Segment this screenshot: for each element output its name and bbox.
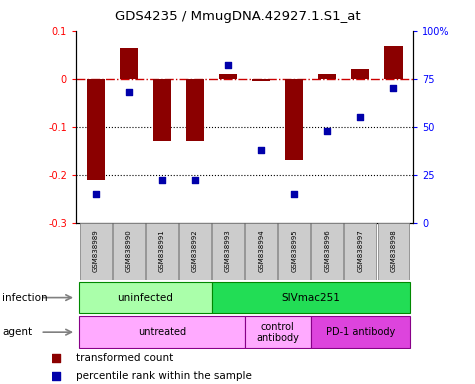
FancyBboxPatch shape (311, 316, 410, 348)
Bar (219, 74, 237, 79)
Point (125, 89, 133, 95)
FancyBboxPatch shape (278, 223, 310, 280)
Text: control
antibody: control antibody (256, 322, 299, 343)
Point (390, 85, 397, 91)
Bar (120, 48, 138, 79)
Text: GSM838992: GSM838992 (192, 229, 198, 272)
Point (290, 191, 298, 197)
Point (158, 177, 166, 184)
Bar (285, 79, 304, 161)
Bar (87, 79, 105, 180)
Point (262, 295, 269, 301)
FancyBboxPatch shape (113, 223, 145, 280)
Bar (351, 69, 370, 79)
Text: PD-1 antibody: PD-1 antibody (326, 327, 395, 337)
Point (191, 177, 199, 184)
Bar (186, 79, 204, 141)
Text: GSM838994: GSM838994 (258, 229, 264, 272)
Text: infection: infection (2, 293, 48, 303)
FancyBboxPatch shape (79, 282, 211, 313)
Text: GSM838995: GSM838995 (291, 229, 297, 272)
FancyBboxPatch shape (211, 282, 410, 313)
FancyBboxPatch shape (245, 223, 277, 280)
Text: GSM838990: GSM838990 (126, 229, 132, 272)
Text: GSM838993: GSM838993 (225, 229, 231, 272)
Bar (384, 46, 402, 79)
FancyBboxPatch shape (344, 223, 376, 280)
FancyBboxPatch shape (312, 223, 343, 280)
Bar (318, 74, 336, 79)
Text: transformed count: transformed count (76, 353, 173, 363)
Text: GSM838989: GSM838989 (93, 229, 99, 272)
Text: GSM838996: GSM838996 (324, 229, 330, 272)
FancyBboxPatch shape (179, 223, 211, 280)
Text: GSM838991: GSM838991 (159, 229, 165, 272)
Text: SIVmac251: SIVmac251 (281, 293, 340, 303)
Text: untreated: untreated (138, 327, 186, 337)
FancyBboxPatch shape (245, 316, 311, 348)
Bar (153, 79, 171, 141)
Point (224, 62, 232, 68)
Text: GSM838997: GSM838997 (357, 229, 363, 272)
FancyBboxPatch shape (146, 223, 178, 280)
Point (323, 127, 331, 134)
Text: GDS4235 / MmugDNA.42927.1.S1_at: GDS4235 / MmugDNA.42927.1.S1_at (114, 10, 361, 23)
FancyBboxPatch shape (80, 223, 112, 280)
FancyBboxPatch shape (212, 223, 244, 280)
Text: percentile rank within the sample: percentile rank within the sample (76, 371, 252, 381)
FancyBboxPatch shape (79, 316, 245, 348)
Point (257, 147, 265, 153)
Point (357, 114, 364, 120)
Text: GSM838998: GSM838998 (390, 229, 397, 272)
Point (262, 128, 269, 134)
Point (92, 191, 100, 197)
Text: uninfected: uninfected (117, 293, 173, 303)
Bar (252, 79, 270, 81)
Text: agent: agent (2, 327, 32, 337)
FancyBboxPatch shape (378, 223, 409, 280)
